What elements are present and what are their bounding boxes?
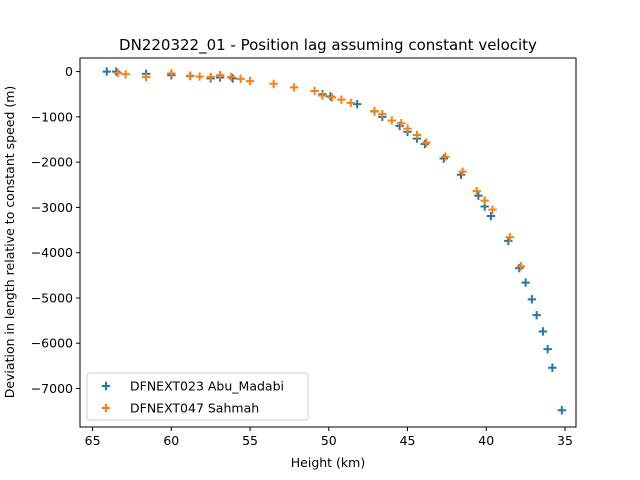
chart-title: DN220322_01 - Position lag assuming cons… — [119, 36, 537, 55]
data-point — [397, 118, 406, 128]
data-point — [486, 211, 496, 221]
y-tick-label: −2000 — [31, 155, 73, 170]
data-point — [346, 98, 356, 108]
y-tick-label: −3000 — [31, 200, 73, 215]
data-point — [102, 67, 111, 76]
x-tick-label: 55 — [242, 433, 258, 448]
data-point — [472, 186, 481, 196]
data-point — [186, 71, 195, 80]
data-point — [422, 138, 431, 147]
data-point — [458, 167, 467, 176]
series-2 — [113, 68, 526, 271]
data-point — [228, 74, 237, 83]
data-point — [516, 262, 526, 271]
x-tick-label: 45 — [400, 433, 416, 448]
data-point — [412, 130, 422, 140]
data-point — [215, 71, 225, 80]
legend-label: DFNEXT047 Sahmah — [130, 401, 259, 416]
data-point — [532, 310, 541, 320]
data-point — [521, 278, 530, 287]
plot-area: 65 60 55 50 45 40 35 0 −1000 −2000 −3000 −4000 −5000… — [31, 57, 577, 448]
y-tick-label: −1000 — [31, 109, 73, 124]
data-point — [226, 72, 236, 82]
data-point — [112, 67, 121, 76]
data-point — [206, 72, 215, 82]
x-axis-label: Height (km) — [291, 455, 365, 470]
data-point — [113, 68, 122, 78]
data-point — [236, 74, 245, 84]
data-point — [318, 91, 327, 100]
y-axis-label: Deviation in length relative to constant… — [2, 86, 17, 399]
data-point — [548, 363, 557, 372]
data-point — [543, 344, 552, 354]
data-point — [337, 95, 346, 104]
data-point — [378, 109, 387, 119]
y-tick-label: −4000 — [31, 245, 73, 260]
data-point — [121, 70, 130, 79]
data-point — [245, 76, 255, 86]
data-point — [310, 86, 319, 96]
y-tick-label: −5000 — [31, 290, 73, 305]
data-point — [557, 406, 567, 415]
data-point — [370, 106, 379, 116]
plot-frame — [79, 57, 577, 428]
data-point — [474, 191, 483, 200]
legend-label: DFNEXT023 Abu_Madabi — [130, 379, 284, 394]
data-point — [403, 124, 412, 133]
y-tick-label: −7000 — [31, 381, 73, 396]
data-point — [327, 93, 337, 102]
data-point — [195, 72, 204, 81]
y-tick-label: 0 — [65, 64, 73, 79]
legend-marker — [101, 381, 111, 391]
x-tick-label: 35 — [557, 433, 573, 448]
data-point — [538, 327, 548, 336]
x-tick-label: 40 — [478, 433, 494, 448]
data-point — [527, 295, 537, 304]
data-point — [352, 99, 362, 109]
x-tick-label: 65 — [85, 433, 101, 448]
data-point — [480, 196, 489, 205]
data-point — [387, 116, 396, 125]
data-point — [488, 205, 497, 214]
legend-box — [86, 372, 309, 421]
legend: DFNEXT023 Abu_Madabi DFNEXT047 Sahmah — [86, 372, 309, 421]
data-point — [420, 139, 430, 149]
data-point — [141, 72, 151, 82]
y-tick-label: −6000 — [31, 336, 73, 351]
x-tick-label: 60 — [163, 433, 179, 448]
legend-marker — [101, 403, 111, 413]
data-point — [167, 69, 176, 78]
data-point — [441, 152, 450, 161]
data-point — [269, 79, 278, 89]
x-tick-label: 50 — [321, 433, 337, 448]
data-point — [505, 233, 515, 242]
data-point — [289, 83, 299, 92]
